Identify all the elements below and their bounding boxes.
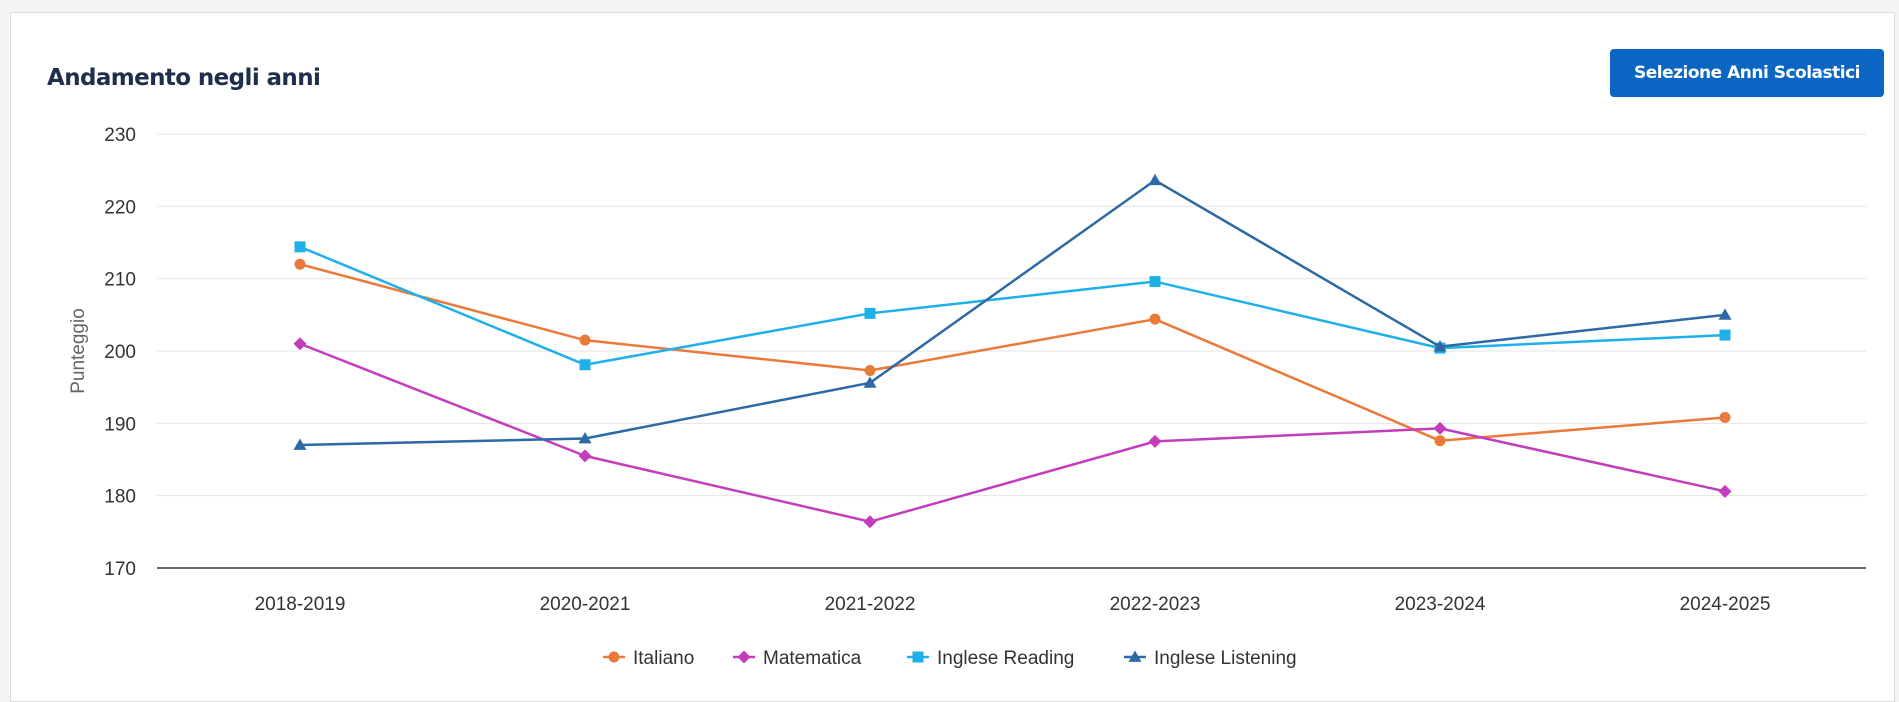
- y-tick-label: 230: [104, 125, 136, 146]
- data-point-matematica: [1148, 434, 1162, 448]
- data-point-inglese-listening: [1148, 173, 1162, 186]
- y-tick-label: 180: [104, 487, 136, 508]
- data-point-italiano: [294, 258, 306, 270]
- data-point-inglese-listening: [578, 432, 592, 444]
- legend-marker: [737, 650, 751, 664]
- series-line-matematica: [299, 342, 1726, 523]
- legend-label: Inglese Reading: [937, 648, 1074, 669]
- series-line-inglese-listening: [299, 179, 1726, 447]
- legend-item-matematica[interactable]: Matematica: [733, 648, 862, 669]
- legend-label: Italiano: [633, 648, 694, 669]
- legend-item-inglese-listening[interactable]: Inglese Listening: [1124, 648, 1297, 669]
- x-tick-label: 2022-2023: [1110, 594, 1201, 615]
- y-tick-label: 200: [104, 342, 136, 363]
- data-point-inglese-reading: [1719, 329, 1731, 341]
- x-tick-label: 2018-2019: [255, 594, 346, 615]
- legend-label: Inglese Listening: [1154, 648, 1297, 669]
- data-point-matematica: [293, 337, 307, 351]
- y-tick-label: 190: [104, 414, 136, 435]
- legend-label: Matematica: [763, 648, 862, 669]
- y-tick-label: 210: [104, 270, 136, 291]
- x-tick-label: 2024-2025: [1680, 594, 1771, 615]
- data-point-inglese-listening: [1718, 308, 1732, 320]
- data-point-inglese-listening: [293, 438, 307, 450]
- x-tick-label: 2021-2022: [825, 594, 916, 615]
- data-point-matematica: [578, 449, 592, 463]
- legend-marker: [912, 651, 924, 663]
- series-line-italiano: [299, 262, 1726, 442]
- legend-marker: [1128, 650, 1142, 662]
- card-title: Andamento negli anni: [47, 65, 321, 91]
- data-point-inglese-reading: [579, 359, 591, 371]
- data-point-matematica: [863, 515, 877, 529]
- y-axis-title: Punteggio: [68, 308, 89, 394]
- data-point-matematica: [1718, 484, 1732, 498]
- data-point-italiano: [1434, 435, 1446, 447]
- chart-card: Andamento negli anni Selezione Anni Scol…: [10, 12, 1895, 702]
- data-point-inglese-reading: [294, 241, 306, 253]
- data-point-italiano: [579, 334, 591, 346]
- y-tick-label: 170: [104, 559, 136, 580]
- x-tick-label: 2020-2021: [540, 594, 631, 615]
- legend-item-italiano[interactable]: Italiano: [603, 648, 694, 669]
- data-point-italiano: [1719, 412, 1731, 424]
- series-line-inglese-reading: [299, 245, 1726, 366]
- legend-item-inglese-reading[interactable]: Inglese Reading: [907, 648, 1074, 669]
- select-school-years-button[interactable]: Selezione Anni Scolastici: [1610, 49, 1884, 97]
- data-point-inglese-reading: [1149, 276, 1161, 288]
- data-point-matematica: [1433, 421, 1447, 435]
- data-point-inglese-listening: [1433, 340, 1447, 352]
- data-point-italiano: [1149, 313, 1161, 325]
- legend-marker: [608, 651, 620, 663]
- data-point-inglese-listening: [863, 376, 877, 388]
- y-tick-label: 220: [104, 197, 136, 218]
- data-point-italiano: [864, 365, 876, 377]
- data-point-inglese-reading: [864, 307, 876, 319]
- x-tick-label: 2023-2024: [1395, 594, 1486, 615]
